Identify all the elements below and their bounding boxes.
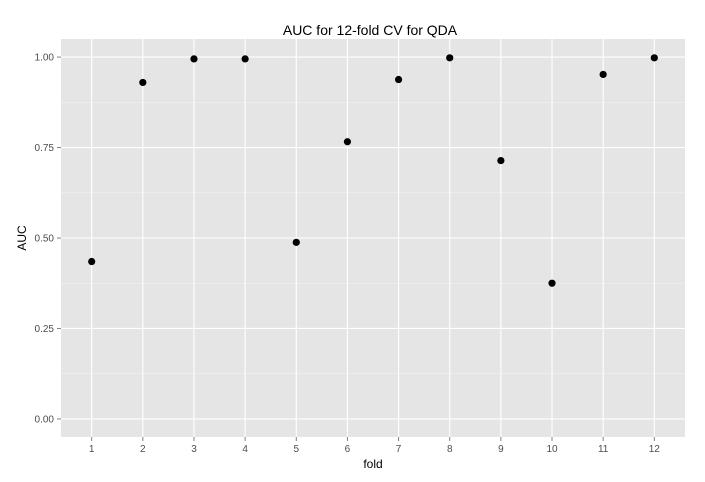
x-tick-label: 12 — [649, 444, 661, 455]
x-tick-label: 7 — [396, 444, 402, 455]
x-tick-label: 6 — [345, 444, 351, 455]
axis-ticks: 0.000.250.500.751.001 2 3 4 5 6 7 8 9 10 11 12 — [35, 53, 661, 455]
data-point — [599, 70, 607, 79]
y-axis-title: AUC — [15, 225, 29, 251]
chart-title: AUC for 12-fold CV for QDA — [283, 22, 458, 38]
data-point — [446, 54, 454, 62]
x-tick-label: 2 — [140, 444, 146, 455]
x-tick-label: 11 — [598, 444, 609, 455]
y-tick-label: 0.50 — [35, 234, 55, 245]
y-tick-label: 0.25 — [35, 324, 55, 335]
x-axis-title: fold — [363, 457, 382, 471]
data-point — [190, 55, 198, 63]
x-tick-label: 9 — [498, 444, 504, 455]
data-point — [241, 55, 249, 63]
x-tick-label: 4 — [242, 444, 248, 455]
x-tick-label: 5 — [293, 444, 299, 455]
y-tick-label: 1.00 — [35, 53, 55, 64]
grid — [61, 39, 685, 437]
data-point — [650, 54, 658, 62]
data-point — [343, 138, 352, 146]
x-tick-label: 8 — [447, 444, 453, 455]
data-points — [88, 54, 658, 287]
data-point — [548, 279, 556, 287]
y-tick-label: 0.00 — [35, 414, 55, 425]
data-point — [88, 257, 96, 266]
data-point — [139, 78, 147, 87]
x-tick-label: 1 — [89, 444, 95, 455]
data-point — [394, 75, 403, 84]
data-point — [292, 238, 300, 246]
y-tick-label: 0.75 — [35, 143, 55, 154]
x-tick-label: 3 — [191, 444, 197, 455]
x-tick-label: 10 — [546, 444, 558, 455]
data-point — [497, 156, 505, 165]
